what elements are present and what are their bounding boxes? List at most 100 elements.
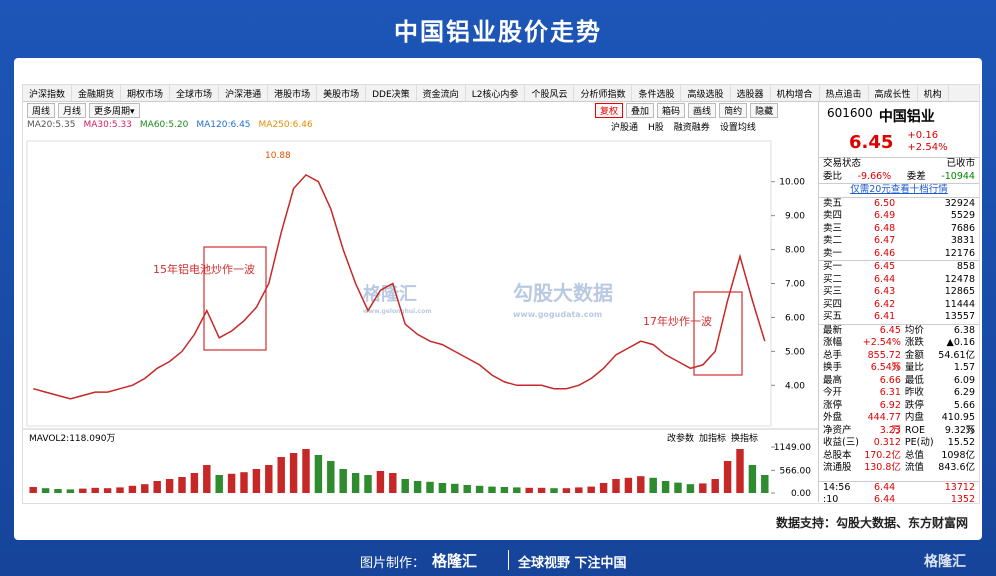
book-label: 买三 (823, 286, 843, 297)
ratio-cell: -9.66% (857, 170, 892, 182)
stat-value: 5.66 (953, 399, 975, 411)
volume-bar (29, 487, 37, 493)
book-volume: 12176 (944, 247, 975, 259)
volume-bar (612, 479, 620, 493)
stat-value: 6.29 (953, 387, 975, 398)
period-button[interactable]: 更多周期▾ (89, 103, 140, 118)
menu-item[interactable]: 分析师指数 (574, 85, 633, 101)
highlight-box (693, 291, 743, 376)
volume-bar (624, 477, 633, 493)
quote-row: 卖四 6.49 5529 (819, 210, 979, 223)
stat-value: 6.66 (879, 374, 901, 386)
watermark: 格隆汇 (363, 283, 417, 305)
ratio-cell: 委差 (906, 170, 926, 182)
menu-item[interactable]: 期权市场 (121, 85, 171, 101)
menu-item[interactable]: 沪深指数 (23, 85, 73, 101)
stat-label: 净资产 (823, 424, 852, 436)
tool-button[interactable]: 隐藏 (750, 103, 779, 118)
volume-bar (153, 481, 161, 493)
quote-row: 14:56 6.44 13712 (819, 480, 979, 495)
stat-label: 换手 (823, 362, 843, 373)
menu-item[interactable]: 个股风云 (525, 85, 575, 101)
stat-value: ▲0.16 (946, 337, 975, 348)
book-label: 买二 (823, 273, 843, 285)
period-button[interactable]: 周线 (27, 103, 56, 118)
price: 6.45 (849, 131, 894, 153)
source-note: 数据支持：勾股大数据、东方财富网 (775, 516, 968, 530)
volume-bar (463, 485, 471, 493)
watermark: www.gelonghui.com (363, 308, 431, 315)
volume-tool: 加指标 (699, 432, 726, 444)
stat-label: 总手 (823, 349, 843, 361)
link[interactable]: 融资融券 (673, 123, 710, 133)
period-button[interactable]: 月线 (58, 103, 87, 118)
menu-item[interactable]: 机构 (918, 85, 949, 101)
menu-bar: 沪深指数 金融期货 期权市场 全球市场 沪深港通 港股市场 美股市场 DDE决策 资金流向 L2核… (23, 85, 979, 102)
stat-value: 9.32% (944, 424, 975, 436)
tick-price: 6.44 (874, 494, 896, 505)
footer-made: 图片制作： (360, 556, 426, 571)
quote-row: 涨幅 +2.54% 涨跌 ▲0.16 (819, 337, 979, 350)
tick-time: :10 (823, 494, 839, 505)
tool-button[interactable]: 简约 (719, 103, 748, 118)
tool-button[interactable]: 叠加 (626, 103, 655, 118)
book-price: 6.43 (874, 286, 896, 297)
promo[interactable]: 仅需20元查看十档行情 (850, 184, 948, 195)
menu-item[interactable]: 条件选股 (632, 85, 682, 101)
stat-label: 涨跌 (904, 337, 924, 348)
menu-item[interactable]: 沪深港通 (219, 85, 269, 101)
volume-bar (66, 489, 75, 493)
stat-value: 15.52 (947, 437, 975, 448)
link[interactable]: 设置均线 (719, 123, 756, 133)
volume-tool: 改参数 (667, 432, 694, 444)
book-label: 卖一 (823, 247, 843, 259)
menu-item[interactable]: 热点追击 (820, 85, 869, 101)
annotation: 15年铝电池炒作一波 (153, 262, 255, 276)
menu-item[interactable]: 高级选股 (681, 85, 731, 101)
book-volume: 3831 (950, 235, 975, 246)
link[interactable]: H股 (648, 123, 664, 133)
stat-value: 1098亿 (941, 449, 975, 461)
quote-row: :10 6.44 1352 (819, 494, 979, 507)
page-title: 中国铝业股价走势 (394, 18, 602, 46)
volume-bar (165, 479, 174, 493)
y-tick-label: 1149.00 (774, 443, 811, 453)
book-label: 卖四 (823, 210, 843, 221)
tool-button[interactable]: 画线 (688, 103, 717, 118)
link[interactable]: 沪股通 (611, 123, 639, 133)
menu-item[interactable]: 资金流向 (417, 85, 466, 101)
menu-item[interactable]: 选股器 (731, 85, 771, 101)
menu-item[interactable]: 美股市场 (317, 85, 367, 101)
tool-button[interactable]: 箱码 (657, 103, 686, 118)
volume-bar (488, 486, 496, 493)
quote-row: 卖五 6.50 32924 (819, 198, 979, 211)
menu-item[interactable]: 金融期货 (72, 85, 122, 101)
stat-value: 6.38 (953, 324, 975, 336)
stat-label: 最低 (904, 374, 924, 386)
y-tick-label: 5.00 (785, 347, 805, 357)
volume-bar (178, 477, 186, 493)
book-volume: 13557 (944, 311, 975, 322)
volume-bar (575, 487, 583, 493)
volume-bar (599, 483, 608, 493)
stat-label: 内盘 (904, 412, 924, 423)
menu-item[interactable]: L2核心内参 (466, 85, 526, 101)
book-volume: 5529 (950, 210, 975, 221)
menu-item[interactable]: 高成长性 (869, 85, 918, 101)
volume-bar (723, 461, 732, 493)
tool-button[interactable]: 复权 (595, 103, 624, 118)
footer-brand: 格隆汇 (924, 554, 966, 570)
price-row: 6.45 +0.16 +2.54% (819, 130, 979, 154)
book-volume: 858 (956, 261, 975, 272)
volume-bar (475, 485, 484, 493)
quote-row: 收益(三) 0.312 PE(动) 15.52 (819, 437, 979, 450)
menu-item[interactable]: DDE决策 (366, 85, 417, 101)
menu-item[interactable]: 港股市场 (268, 85, 318, 101)
menu-item[interactable]: 全球市场 (170, 85, 220, 101)
menu-item[interactable]: 机构增合 (771, 85, 820, 101)
stat-value: 130.8亿 (864, 462, 901, 473)
footer-logo: 格隆汇 (432, 552, 478, 570)
stat-label: 流通股 (823, 462, 852, 473)
book-price: 6.49 (874, 210, 896, 221)
quote-row: 买一 6.45 858 (819, 260, 979, 274)
